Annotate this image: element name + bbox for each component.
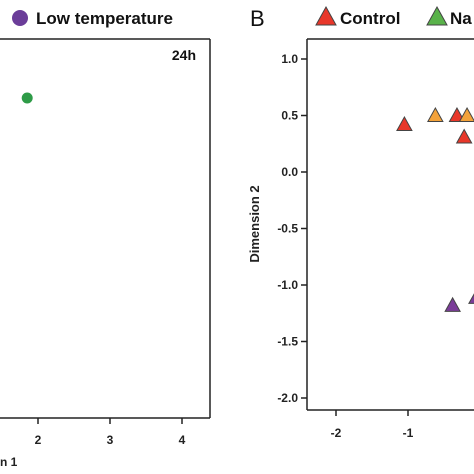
- legend-panel-b: Control Na: [315, 5, 472, 28]
- panel-b-point: [448, 106, 466, 122]
- panel-b-point: [396, 116, 413, 132]
- panel-b-point: [444, 296, 461, 312]
- panel-a-points: [21, 92, 33, 104]
- panel-b-y-tick-label: -1.5: [277, 335, 298, 349]
- panel-b-point: [427, 106, 444, 122]
- time-label: 24h: [172, 47, 196, 63]
- panel-letter-b: B: [250, 6, 265, 31]
- panel-b-point: [455, 128, 473, 144]
- panel-a-frame: [0, 38, 211, 419]
- panel-a-x-axis-title: n 1: [0, 455, 18, 469]
- legend-na: Na: [450, 9, 472, 28]
- control-marker: [315, 5, 337, 26]
- panel-b-y-tick-label: -2.0: [277, 391, 298, 405]
- panel-b-y-tick-label: -1.0: [277, 278, 298, 292]
- legend-low-temperature: Low temperature: [36, 9, 173, 28]
- panel-a-x-tick-label: 2: [35, 433, 42, 447]
- panel-b-points: [396, 106, 474, 312]
- panel-b-y-tick-label: 0.5: [281, 109, 298, 123]
- panel-b-y-axis-title: Dimension 2: [247, 185, 262, 262]
- panel-a-x-ticks: 2 3 4: [35, 418, 186, 447]
- panel-b-point: [458, 106, 474, 122]
- panel-b-y-tick-label: 1.0: [281, 52, 298, 66]
- panel-b-x-ticks: -2 -1: [331, 410, 414, 440]
- panel-b-frame: [306, 38, 474, 411]
- panel-a-point: [21, 92, 33, 104]
- na-marker: [426, 5, 448, 26]
- panel-b-x-tick-label: -1: [403, 426, 414, 440]
- legend-panel-a: Low temperature: [12, 9, 173, 28]
- panel-b-point: [468, 293, 474, 304]
- panel-a-x-tick-label: 3: [107, 433, 114, 447]
- panel-a-x-tick-label: 4: [179, 433, 186, 447]
- panel-b-y-tick-label: 0.0: [281, 165, 298, 179]
- legend-control: Control: [340, 9, 400, 28]
- panel-b-y-ticks: 1.0 0.5 0.0 -0.5 -1.0 -1.5 -2.0: [277, 52, 307, 405]
- panel-b-x-tick-label: -2: [331, 426, 342, 440]
- low-temperature-marker: [12, 10, 28, 26]
- panel-b-y-tick-label: -0.5: [277, 222, 298, 236]
